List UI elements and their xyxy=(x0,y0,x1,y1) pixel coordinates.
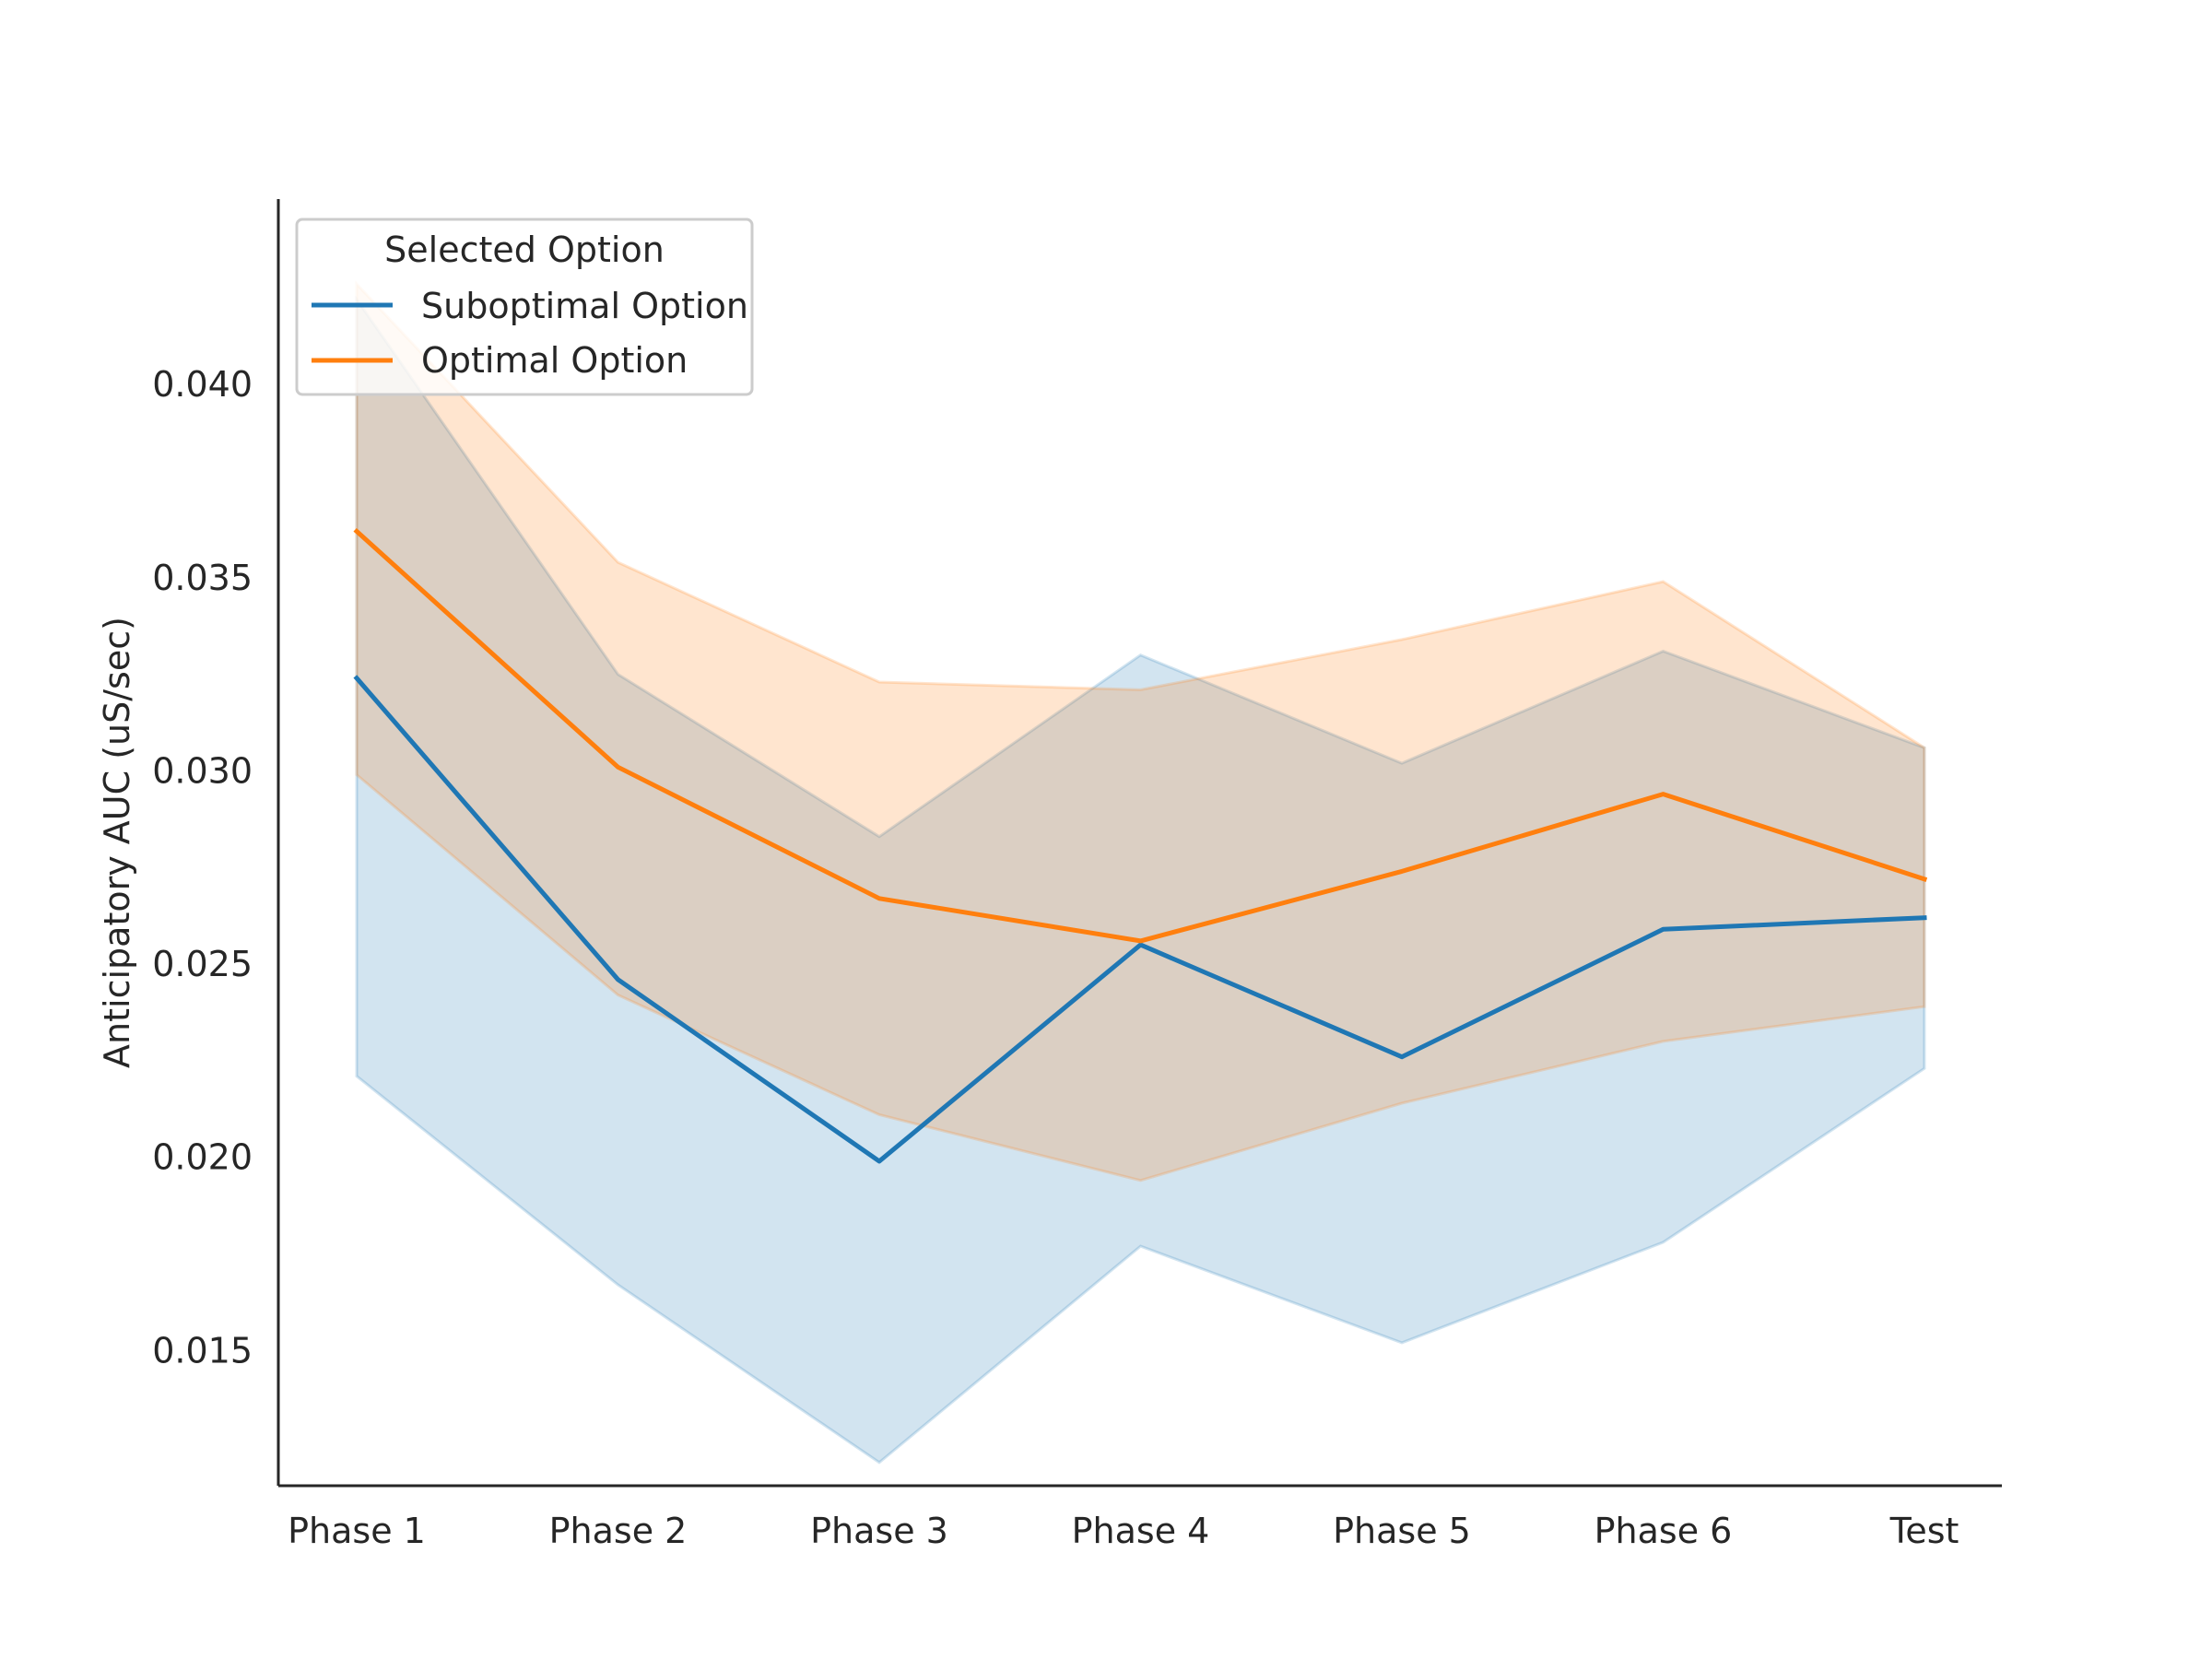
y-tick-label: 0.025 xyxy=(152,944,253,984)
x-tick-label: Phase 1 xyxy=(288,1511,426,1551)
x-tick-label: Phase 6 xyxy=(1594,1511,1733,1551)
y-tick-label: 0.020 xyxy=(152,1137,253,1178)
y-tick-labels: 0.015 0.020 0.025 0.030 0.035 0.040 xyxy=(152,364,253,1371)
x-tick-labels: Phase 1 Phase 2 Phase 3 Phase 4 Phase 5 Phase… xyxy=(288,1511,1959,1551)
ci-band-suboptimal-option xyxy=(355,295,1926,1465)
x-tick-label: Phase 2 xyxy=(549,1511,688,1551)
series-lines xyxy=(353,527,1928,1164)
legend-label-suboptimal: Suboptimal Option xyxy=(421,286,748,326)
y-tick-label: 0.035 xyxy=(152,558,253,598)
x-tick-label: Phase 5 xyxy=(1333,1511,1471,1551)
series-line-optimal-option xyxy=(353,527,1928,944)
y-tick-label: 0.015 xyxy=(152,1330,253,1371)
legend-title: Selected Option xyxy=(384,229,665,270)
axes xyxy=(276,199,2002,1488)
x-tick-label: Phase 4 xyxy=(1072,1511,1210,1551)
legend: Selected Option Suboptimal Option Optima… xyxy=(295,218,754,396)
x-tick-label: Phase 3 xyxy=(810,1511,948,1551)
series-line-suboptimal-option xyxy=(353,675,1927,1164)
ci-band-optimal-option xyxy=(355,280,1926,1182)
y-tick-label: 0.040 xyxy=(152,364,253,405)
x-tick-label: Test xyxy=(1889,1511,1959,1551)
legend-label-optimal: Optimal Option xyxy=(421,340,688,381)
y-axis-title: Anticipatory AUC (uS/sec) xyxy=(97,617,137,1068)
y-tick-label: 0.030 xyxy=(152,750,253,791)
legend-box xyxy=(295,218,754,396)
confidence-bands xyxy=(355,280,1926,1465)
